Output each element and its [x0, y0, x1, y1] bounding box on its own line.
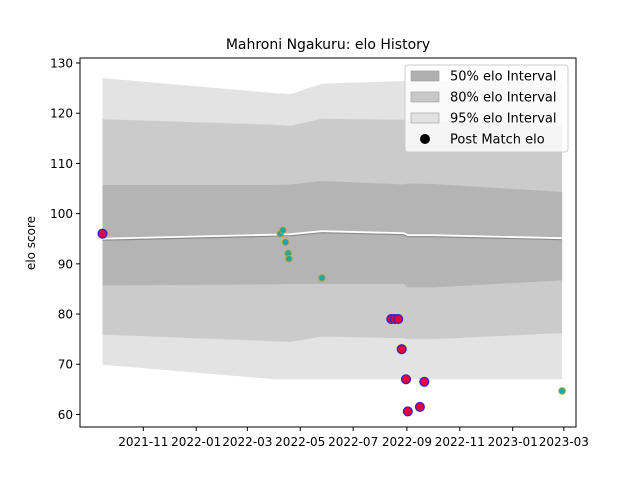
y-tick-label: 110 — [50, 157, 73, 171]
legend-label: 95% elo Interval — [450, 112, 557, 127]
post-match-elo-point — [97, 228, 108, 239]
plot-area — [97, 78, 566, 417]
x-tick-label: 2022-07 — [328, 435, 378, 449]
post-match-elo-point — [285, 254, 293, 263]
post-match-elo-point — [396, 344, 407, 355]
x-tick-label: 2022-05 — [275, 435, 325, 449]
legend: 50% elo Interval 80% elo Interval 95% elo … — [404, 64, 569, 153]
legend-label: 80% elo Interval — [450, 91, 557, 106]
y-tick-label: 80 — [58, 308, 73, 322]
y-tick-label: 90 — [58, 257, 73, 271]
post-match-elo-point — [558, 387, 566, 395]
mean-elo-line — [102, 232, 563, 241]
legend-swatch — [410, 91, 440, 103]
y-tick-label: 120 — [50, 107, 73, 121]
x-tick-label: 2022-03 — [222, 435, 272, 449]
x-tick-label: 2023-01 — [488, 435, 538, 449]
plot-frame — [79, 57, 577, 428]
legend-box — [404, 64, 569, 153]
chart-title: Mahroni Ngakuru: elo History — [226, 37, 430, 53]
legend-label: Post Match elo — [450, 133, 545, 148]
legend-marker — [420, 134, 430, 144]
post-match-elo-point — [279, 226, 287, 234]
y-axis-label: elo score — [24, 216, 38, 270]
y-tick-label: 100 — [50, 207, 73, 221]
x-tick-label: 2022-09 — [382, 435, 432, 449]
y-tick-label: 130 — [50, 57, 73, 71]
x-tick-label: 2022-11 — [435, 435, 485, 449]
x-tick-label: 2021-11 — [118, 435, 168, 449]
post-match-elo-point — [414, 401, 425, 412]
band-50-interval — [102, 181, 563, 288]
x-axis: 2021-11 2022-01 2022-03 2022-05 2022-07 2022-… — [118, 427, 589, 449]
y-tick-label: 70 — [58, 358, 73, 372]
legend-swatch — [410, 70, 440, 82]
post-match-elo-point — [402, 406, 413, 417]
legend-swatch — [410, 112, 440, 124]
post-match-elo-point — [318, 274, 326, 282]
x-tick-label: 2023-03 — [539, 435, 589, 449]
legend-label: 50% elo Interval — [450, 70, 557, 85]
y-tick-label: 60 — [58, 408, 73, 422]
post-match-elo-point — [419, 376, 430, 387]
post-match-elo-point — [393, 314, 404, 325]
y-axis: 60 70 80 90 100 110 120 130 — [50, 57, 80, 422]
post-match-elo-point — [281, 238, 290, 246]
post-match-elo-point — [400, 374, 412, 385]
x-tick-label: 2022-01 — [171, 435, 221, 449]
